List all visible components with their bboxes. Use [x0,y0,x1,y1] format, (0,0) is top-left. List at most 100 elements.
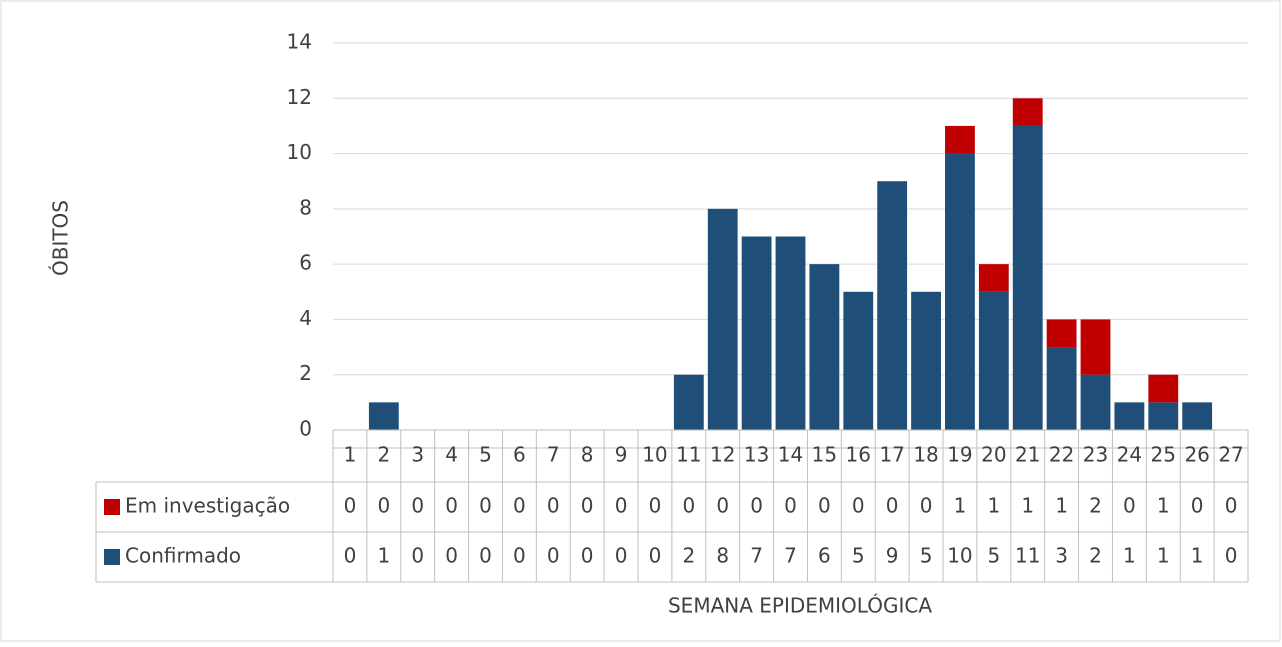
legend-key [104,549,120,565]
x-tick-label: 7 [547,443,560,467]
table-value: 0 [615,544,628,568]
x-tick-label: 5 [479,443,492,467]
table-value: 6 [818,544,831,568]
table-value: 0 [682,494,695,518]
table-value: 2 [682,544,695,568]
table-value: 0 [649,544,662,568]
bar-segment [775,236,806,430]
x-tick-label: 1 [344,443,357,467]
table-value: 0 [479,544,492,568]
bar-segment [1080,374,1111,430]
table-value: 0 [920,494,933,518]
table-value: 8 [716,544,729,568]
bar-segment [1046,319,1077,348]
table-value: 1 [1157,494,1170,518]
x-tick-label: 23 [1083,443,1108,467]
x-tick-label: 22 [1049,443,1074,467]
x-tick-label: 12 [710,443,735,467]
table-value: 0 [886,494,899,518]
table-value: 0 [513,494,526,518]
table-value: 0 [1191,494,1204,518]
legend-label: Confirmado [125,544,241,568]
x-tick-label: 14 [778,443,803,467]
table-value: 5 [920,544,933,568]
table-value: 1 [1021,494,1034,518]
table-value: 0 [649,494,662,518]
y-tick-label: 8 [299,195,312,219]
x-tick-label: 20 [981,443,1006,467]
y-axis-title: ÓBITOS [49,200,73,276]
y-tick-label: 4 [299,306,312,330]
x-tick-label: 21 [1015,443,1040,467]
table-value: 2 [1089,544,1102,568]
x-tick-label: 27 [1218,443,1243,467]
bar-segment [1148,374,1179,403]
x-tick-label: 19 [947,443,972,467]
table-value: 0 [513,544,526,568]
bar-segment [1114,402,1145,430]
x-tick-label: 11 [676,443,701,467]
bar-segment [1046,347,1077,430]
table-value: 0 [344,494,357,518]
bar-segment [741,236,772,430]
table-value: 0 [547,544,560,568]
bar-segment [978,291,1009,430]
table-value: 1 [1055,494,1068,518]
table-value: 5 [987,544,1000,568]
table-value: 0 [818,494,831,518]
bar-segment [673,374,704,430]
table-value: 2 [1089,494,1102,518]
bar-segment [1012,98,1043,126]
x-tick-label: 9 [615,443,628,467]
x-axis-title: SEMANA EPIDEMIOLÓGICA [668,594,932,618]
table-value: 0 [615,494,628,518]
y-tick-label: 2 [299,361,312,385]
table-value: 0 [852,494,865,518]
table-value: 0 [581,494,594,518]
table-value: 0 [581,544,594,568]
y-tick-label: 10 [287,140,312,164]
x-tick-label: 24 [1117,443,1142,467]
x-tick-label: 2 [377,443,390,467]
bar-segment [1012,125,1043,430]
bar-segment [707,208,738,430]
table-value: 0 [445,494,458,518]
table-value: 0 [411,544,424,568]
bar-segment [945,125,975,154]
y-tick-label: 14 [287,30,312,54]
table-value: 1 [377,544,390,568]
table-value: 0 [445,544,458,568]
table-value: 1 [987,494,1000,518]
table-value: 0 [411,494,424,518]
table-value: 11 [1015,544,1040,568]
bar-segment [945,153,975,431]
legend-label: Em investigação [125,494,290,518]
y-tick-label: 0 [299,417,312,441]
table-value: 0 [377,494,390,518]
table-value: 0 [1123,494,1136,518]
table-value: 3 [1055,544,1068,568]
legend-key [104,499,120,515]
x-tick-label: 3 [411,443,424,467]
x-tick-label: 16 [846,443,871,467]
table-value: 5 [852,544,865,568]
table-value: 1 [954,494,967,518]
table-value: 0 [547,494,560,518]
table-value: 10 [947,544,972,568]
x-tick-label: 13 [744,443,769,467]
x-tick-label: 10 [642,443,667,467]
bar-segment [368,402,399,430]
bar-segment [877,181,908,430]
bar-segment [1148,402,1179,430]
bar-segment [978,264,1009,292]
bar-segment [1182,402,1213,430]
x-tick-label: 25 [1151,443,1176,467]
x-tick-label: 4 [445,443,458,467]
y-tick-label: 6 [299,251,312,275]
bar-segment [911,291,941,430]
table-value: 0 [344,544,357,568]
table-value: 0 [784,494,797,518]
x-tick-label: 17 [879,443,904,467]
table-value: 1 [1191,544,1204,568]
table-value: 7 [784,544,797,568]
